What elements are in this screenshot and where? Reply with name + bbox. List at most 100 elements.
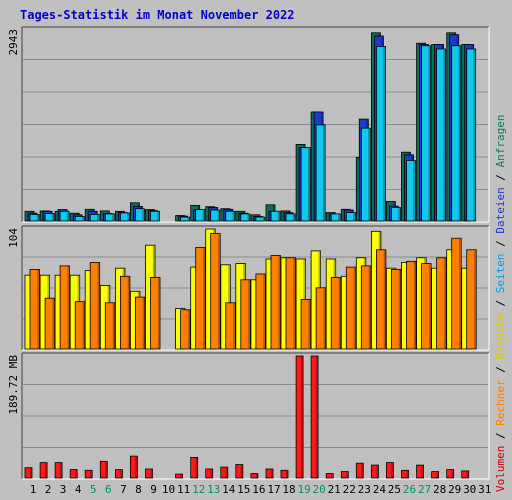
bar-volumen-day-21 [325, 473, 334, 479]
bar-volumen-day-11 [175, 473, 184, 479]
bar-seiten-day-15 [240, 213, 251, 222]
bar-shade [361, 463, 363, 478]
bar-seiten-day-8 [134, 208, 145, 222]
legend-item-anfragen: Anfragen [494, 114, 507, 167]
bar-seiten-day-4 [74, 216, 85, 222]
bar-shade [51, 214, 54, 221]
bar-shade [428, 46, 431, 221]
legend-item-rechner: Rechner [494, 379, 507, 426]
bar-rechner-day-6 [104, 302, 116, 350]
bar-volumen-day-4 [69, 469, 78, 479]
bar-shade [368, 128, 370, 221]
bar-volumen-day-18 [280, 469, 289, 479]
bar-volumen-day-3 [54, 462, 63, 479]
panel-middle: 104 [7, 225, 490, 351]
bar-rechner-day-26 [406, 260, 417, 350]
x-tick-label-day-12: 12 [192, 483, 205, 496]
bar-rechner-day-24 [375, 249, 387, 350]
bar-seiten-day-18 [285, 213, 296, 222]
bar-shade [413, 161, 416, 221]
bar-rechner-day-25 [390, 268, 402, 350]
bar-seiten-day-23 [360, 127, 371, 222]
bar-shade [127, 276, 130, 349]
bar-shade [391, 463, 393, 478]
bar-rechner-day-27 [421, 263, 432, 350]
bar-seiten-day-29 [451, 45, 462, 222]
bar-seiten-day-11 [180, 216, 191, 222]
bar-shade [398, 270, 401, 349]
legend-item-besuche: Besuche [494, 313, 507, 359]
legend-separator: / [494, 167, 507, 187]
bar-volumen-day-15 [235, 464, 244, 479]
bar-rechner-day-23 [360, 265, 372, 350]
x-tick-label-day-10: 10 [162, 483, 175, 496]
bar-shade [202, 210, 205, 221]
bar-rechner-day-11 [180, 309, 191, 350]
bar-volumen-day-17 [265, 468, 274, 479]
legend-separator: / [494, 360, 507, 380]
bar-shade [180, 474, 183, 478]
bar-seiten-day-28 [436, 48, 447, 222]
bar-shade [383, 47, 385, 221]
bar-volumen-day-12 [190, 456, 199, 479]
bar-volumen-day-28 [431, 471, 440, 479]
bar-volumen-day-14 [220, 466, 229, 479]
chart-title: Tages-Statistik im Monat November 2022 [20, 8, 295, 22]
y-axis-max-label: 189.72 MB [7, 355, 20, 415]
bar-rechner-day-7 [120, 275, 131, 350]
panel-top: 2943 [7, 26, 490, 223]
bar-shade [466, 471, 469, 478]
bar-shade [232, 211, 235, 221]
bar-rechner-day-8 [134, 296, 146, 350]
bar-shade [44, 463, 47, 478]
x-tick-label-day-21: 21 [328, 483, 341, 496]
x-tick-label-day-7: 7 [120, 483, 127, 496]
bar-seiten-day-12 [195, 209, 206, 222]
bar-shade [240, 465, 243, 478]
bar-shade [105, 461, 107, 478]
bar-shade [59, 463, 62, 478]
bar-shade [278, 256, 281, 349]
bar-shade [406, 470, 409, 478]
bar-shade [307, 148, 310, 221]
bar-shade [398, 208, 400, 221]
bar-rechner-day-14 [225, 302, 236, 350]
bar-shade [428, 264, 431, 349]
bar-shade [233, 303, 235, 349]
bar-shade [112, 303, 115, 349]
x-tick-label-day-29: 29 [448, 483, 461, 496]
bar-shade [187, 310, 190, 349]
x-tick-label-day-23: 23 [358, 483, 371, 496]
bar-shade [255, 474, 258, 478]
bar-shade [459, 238, 461, 349]
bar-shade [353, 267, 356, 349]
x-tick-label-day-19: 19 [297, 483, 310, 496]
bar-seiten-day-22 [345, 212, 356, 222]
bar-volumen-day-27 [416, 464, 425, 479]
bar-shade [37, 270, 40, 349]
x-tick-label-day-9: 9 [150, 483, 157, 496]
bar-rechner-day-19 [300, 298, 312, 350]
bar-shade [474, 250, 476, 349]
legend-item-seiten: Seiten [494, 254, 507, 294]
y-axis-max-label: 104 [7, 228, 20, 248]
bar-volumen-day-1 [24, 467, 33, 479]
bar-shade [150, 469, 153, 478]
bar-shade [443, 258, 446, 349]
bar-seiten-day-9 [150, 210, 160, 222]
bar-shade [210, 469, 213, 478]
bar-rechner-day-22 [345, 266, 357, 350]
bar-shade [82, 302, 85, 349]
bar-shade [451, 470, 454, 478]
bar-rechner-day-21 [330, 277, 342, 350]
x-tick-label-day-18: 18 [282, 483, 295, 496]
bar-volumen-day-20 [310, 355, 319, 479]
bar-shade [90, 470, 92, 478]
bar-rechner-day-30 [466, 249, 477, 350]
bar-shade [112, 214, 114, 221]
bar-shade [421, 465, 424, 478]
x-tick-label-day-25: 25 [388, 483, 401, 496]
bar-shade [413, 261, 416, 349]
legend-item-volumen: Volumen [494, 446, 507, 492]
bar-shade [458, 46, 461, 221]
